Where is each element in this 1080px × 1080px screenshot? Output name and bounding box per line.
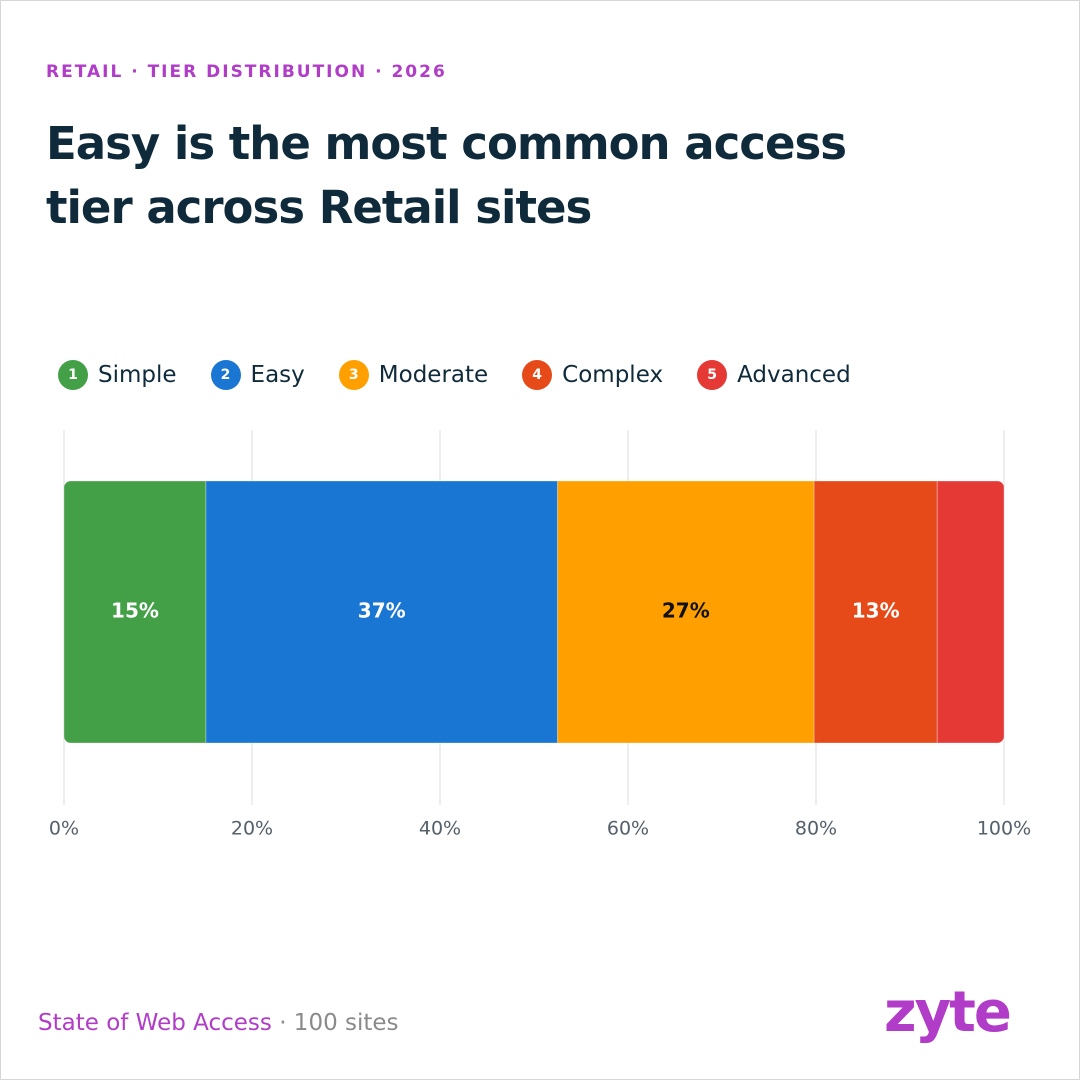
legend-label: Simple <box>98 362 177 388</box>
footer-source: State of Web Access <box>38 1010 272 1036</box>
legend-badge: 5 <box>697 360 728 390</box>
data-label: 37% <box>358 599 406 623</box>
bar-segment <box>936 481 1004 743</box>
bar-segment <box>557 481 815 743</box>
legend-item: 5 Advanced <box>697 360 851 390</box>
data-label: 27% <box>662 599 710 623</box>
legend-item: 4 Complex <box>522 360 663 390</box>
legend-label: Advanced <box>737 362 851 388</box>
x-tick-label: 0% <box>49 818 79 840</box>
footer: State of Web Access · 100 sites <box>38 1010 399 1036</box>
legend-item: 3 Moderate <box>338 360 489 390</box>
legend-item: 1 Simple <box>58 360 177 390</box>
legend-badge: 4 <box>522 360 553 390</box>
legend-label: Complex <box>562 362 664 388</box>
kicker: RETAIL · TIER DISTRIBUTION · 2026 <box>46 62 447 82</box>
legend-label: Moderate <box>378 362 489 388</box>
bar-segment <box>205 481 558 743</box>
legend-badge: 3 <box>338 360 369 390</box>
legend-badge: 1 <box>58 360 88 390</box>
x-tick-label: 100% <box>977 818 1031 840</box>
bar-group <box>64 481 1004 743</box>
legend-item: 2 Easy <box>210 360 305 390</box>
data-label: 15% <box>111 599 159 623</box>
bar-segment <box>813 481 938 743</box>
legend-badge: 2 <box>210 360 241 390</box>
x-tick-label: 80% <box>795 818 837 840</box>
logo: zyte <box>884 980 1012 1045</box>
x-tick-label: 60% <box>607 818 649 840</box>
bar-segment <box>64 481 207 743</box>
x-tick-label: 20% <box>231 818 273 840</box>
legend: 1 Simple 2 Easy 3 Moderate 4 Complex 5 Advanced <box>58 360 851 390</box>
footer-note: · 100 sites <box>279 1010 399 1036</box>
x-tick-label: 40% <box>419 818 461 840</box>
chart-title: Easy is the most common access tier acro… <box>46 117 847 234</box>
legend-label: Easy <box>250 362 305 388</box>
data-label: 13% <box>852 599 900 623</box>
